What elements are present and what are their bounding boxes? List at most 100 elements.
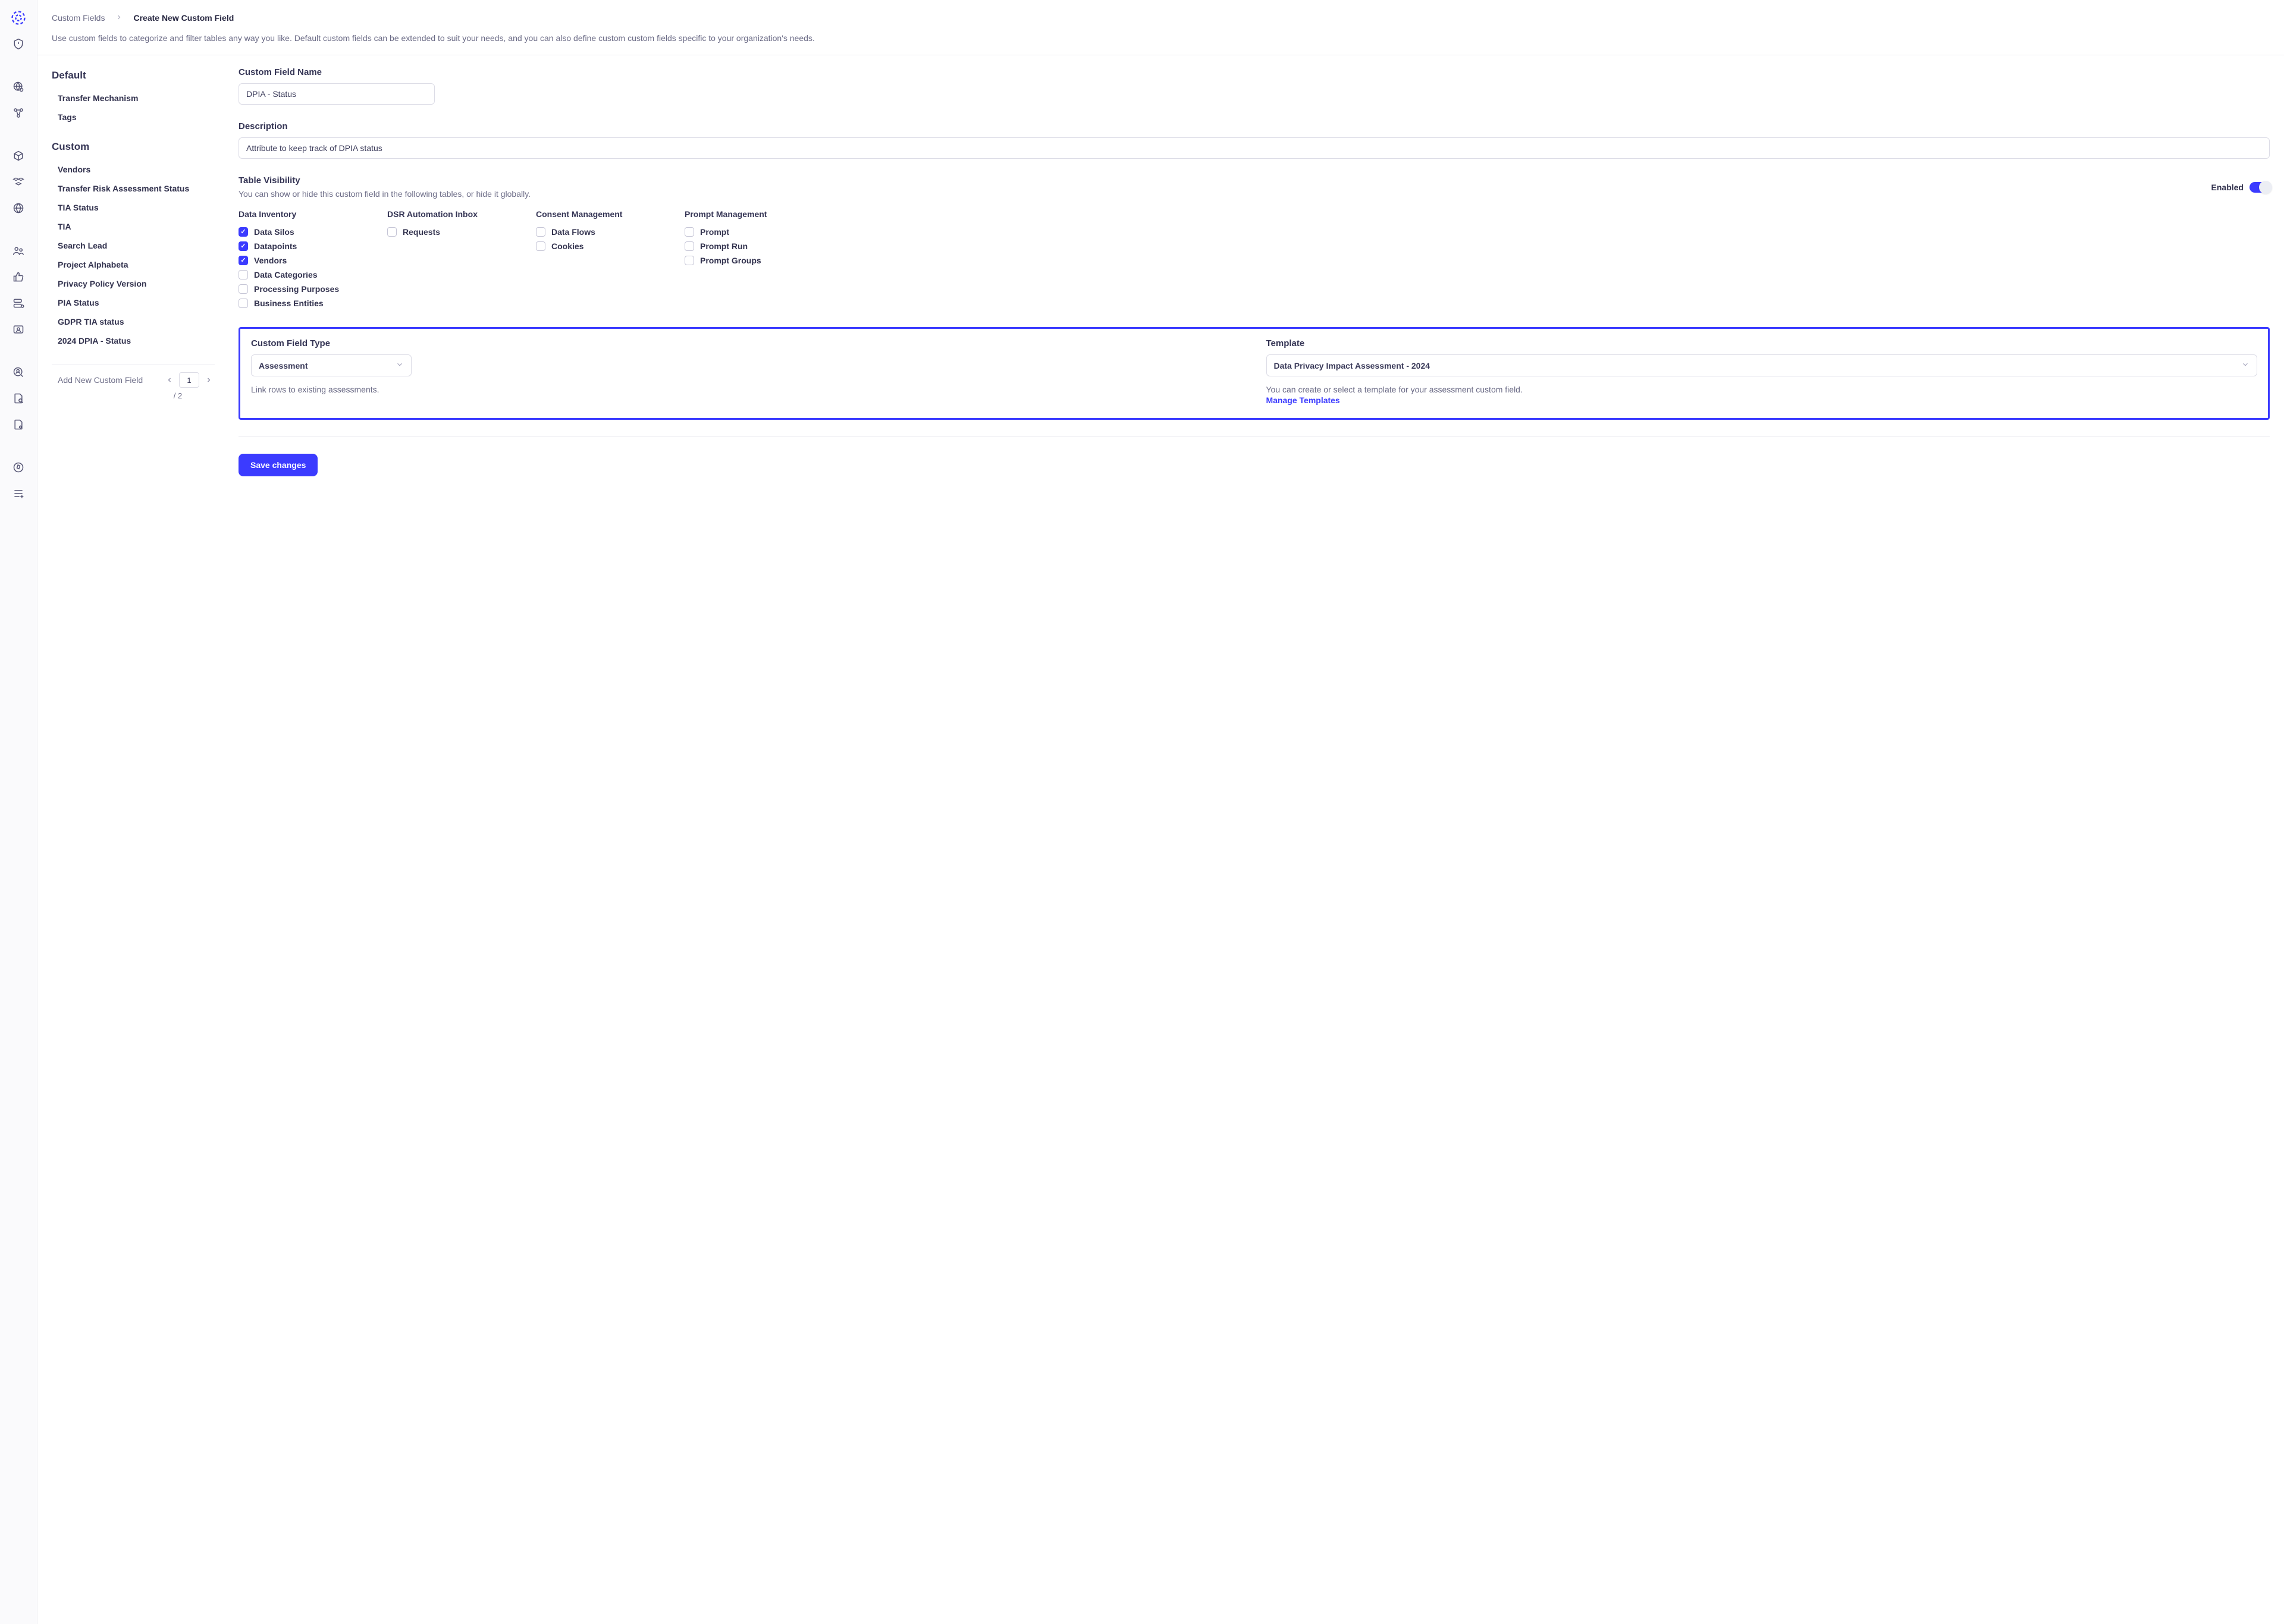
template-label: Template	[1266, 338, 2258, 348]
check-item[interactable]: Processing Purposes	[239, 282, 357, 296]
form: Custom Field Name Description Table Visi…	[239, 67, 2270, 476]
sidebar-item[interactable]: GDPR TIA status	[52, 312, 215, 331]
globe-icon[interactable]	[8, 76, 29, 98]
server-icon[interactable]	[8, 293, 29, 314]
description-input[interactable]	[239, 137, 2270, 159]
search-user-icon[interactable]	[8, 362, 29, 383]
compass-icon[interactable]	[8, 457, 29, 478]
sidebar-item[interactable]: 2024 DPIA - Status	[52, 331, 215, 350]
section-title-custom: Custom	[52, 141, 215, 153]
checkbox[interactable]	[685, 227, 694, 237]
checkbox[interactable]	[239, 241, 248, 251]
check-item[interactable]: Vendors	[239, 253, 357, 268]
check-item[interactable]: Prompt Groups	[685, 253, 804, 268]
check-item[interactable]: Prompt	[685, 225, 804, 239]
check-label: Data Silos	[254, 227, 294, 237]
boxes-icon[interactable]	[8, 171, 29, 193]
checkbox[interactable]	[685, 241, 694, 251]
logo-icon[interactable]	[8, 7, 29, 29]
checkbox[interactable]	[536, 227, 545, 237]
checkbox[interactable]	[239, 299, 248, 308]
breadcrumb: Custom Fields Create New Custom Field	[52, 13, 2270, 23]
add-custom-field-button[interactable]: Add New Custom Field	[58, 375, 159, 385]
breadcrumb-parent[interactable]: Custom Fields	[52, 13, 105, 23]
globe2-icon[interactable]	[8, 197, 29, 219]
sidebar-item[interactable]: TIA Status	[52, 198, 215, 217]
list-plus-icon[interactable]	[8, 483, 29, 504]
check-label: Vendors	[254, 256, 287, 265]
sidebar-item[interactable]: Transfer Mechanism	[52, 89, 215, 108]
checkbox[interactable]	[387, 227, 397, 237]
manage-templates-link[interactable]: Manage Templates	[1266, 395, 2258, 405]
template-select[interactable]: Data Privacy Impact Assessment - 2024	[1266, 354, 2258, 376]
pager-page-input[interactable]	[179, 372, 199, 388]
check-item[interactable]: Datapoints	[239, 239, 357, 253]
visibility-help: You can show or hide this custom field i…	[239, 189, 531, 199]
thumbs-icon[interactable]	[8, 266, 29, 288]
check-label: Data Flows	[551, 227, 595, 237]
check-item[interactable]: Prompt Run	[685, 239, 804, 253]
sidebar-item[interactable]: TIA	[52, 217, 215, 236]
name-input[interactable]	[239, 83, 435, 105]
doc-gear-icon[interactable]	[8, 414, 29, 435]
type-select[interactable]: Assessment	[251, 354, 412, 376]
check-label: Prompt Run	[700, 241, 748, 251]
sidebar-item[interactable]: Tags	[52, 108, 215, 127]
type-help: Link rows to existing assessments.	[251, 385, 1243, 394]
check-column: Consent ManagementData FlowsCookies	[536, 209, 655, 310]
divider	[239, 436, 2270, 437]
check-label: Prompt	[700, 227, 729, 237]
chevron-down-icon	[2241, 360, 2250, 370]
pager-next-button[interactable]	[203, 374, 215, 386]
check-column-title: Prompt Management	[685, 209, 804, 219]
checkbox[interactable]	[685, 256, 694, 265]
sidebar-item[interactable]: Vendors	[52, 160, 215, 179]
enabled-toggle[interactable]	[2250, 182, 2270, 193]
people-icon[interactable]	[8, 240, 29, 262]
save-button[interactable]: Save changes	[239, 454, 318, 476]
checkbox[interactable]	[239, 256, 248, 265]
pager-total: / 2	[52, 391, 215, 400]
check-label: Business Entities	[254, 299, 324, 308]
check-item[interactable]: Requests	[387, 225, 506, 239]
chevron-right-icon	[115, 13, 123, 23]
check-column: DSR Automation InboxRequests	[387, 209, 506, 310]
check-item[interactable]: Data Silos	[239, 225, 357, 239]
check-label: Data Categories	[254, 270, 318, 279]
template-select-value: Data Privacy Impact Assessment - 2024	[1274, 361, 1430, 370]
sidebar-item[interactable]: PIA Status	[52, 293, 215, 312]
doc-search-icon[interactable]	[8, 388, 29, 409]
sidebar-item[interactable]: Search Lead	[52, 236, 215, 255]
sidebar-item[interactable]: Project Alphabeta	[52, 255, 215, 274]
chevron-down-icon	[396, 360, 404, 370]
check-label: Datapoints	[254, 241, 297, 251]
check-column-title: Data Inventory	[239, 209, 357, 219]
box-icon[interactable]	[8, 145, 29, 167]
id-icon[interactable]	[8, 319, 29, 340]
sidebar-item[interactable]: Transfer Risk Assessment Status	[52, 179, 215, 198]
check-label: Requests	[403, 227, 440, 237]
check-label: Cookies	[551, 241, 583, 251]
check-item[interactable]: Business Entities	[239, 296, 357, 310]
check-item[interactable]: Data Flows	[536, 225, 655, 239]
check-label: Prompt Groups	[700, 256, 761, 265]
checkbox[interactable]	[239, 227, 248, 237]
check-item[interactable]: Cookies	[536, 239, 655, 253]
check-label: Processing Purposes	[254, 284, 339, 294]
nodes-icon[interactable]	[8, 102, 29, 124]
breadcrumb-current: Create New Custom Field	[133, 13, 234, 23]
type-label: Custom Field Type	[251, 338, 1243, 348]
checkbox[interactable]	[536, 241, 545, 251]
check-item[interactable]: Data Categories	[239, 268, 357, 282]
checkbox[interactable]	[239, 270, 248, 279]
visibility-label: Table Visibility	[239, 175, 531, 186]
checkbox[interactable]	[239, 284, 248, 294]
main-panel: Custom Fields Create New Custom Field Us…	[37, 0, 2284, 1624]
pager-prev-button[interactable]	[164, 374, 175, 386]
intro-text: Use custom fields to categorize and filt…	[52, 33, 2270, 43]
shield-icon[interactable]	[8, 33, 29, 55]
sidebar-item[interactable]: Privacy Policy Version	[52, 274, 215, 293]
icon-rail	[0, 0, 37, 1624]
check-column: Prompt Management Prompt Prompt Run Prompt …	[685, 209, 804, 310]
type-template-box: Custom Field Type Assessment Link rows t…	[239, 327, 2270, 420]
